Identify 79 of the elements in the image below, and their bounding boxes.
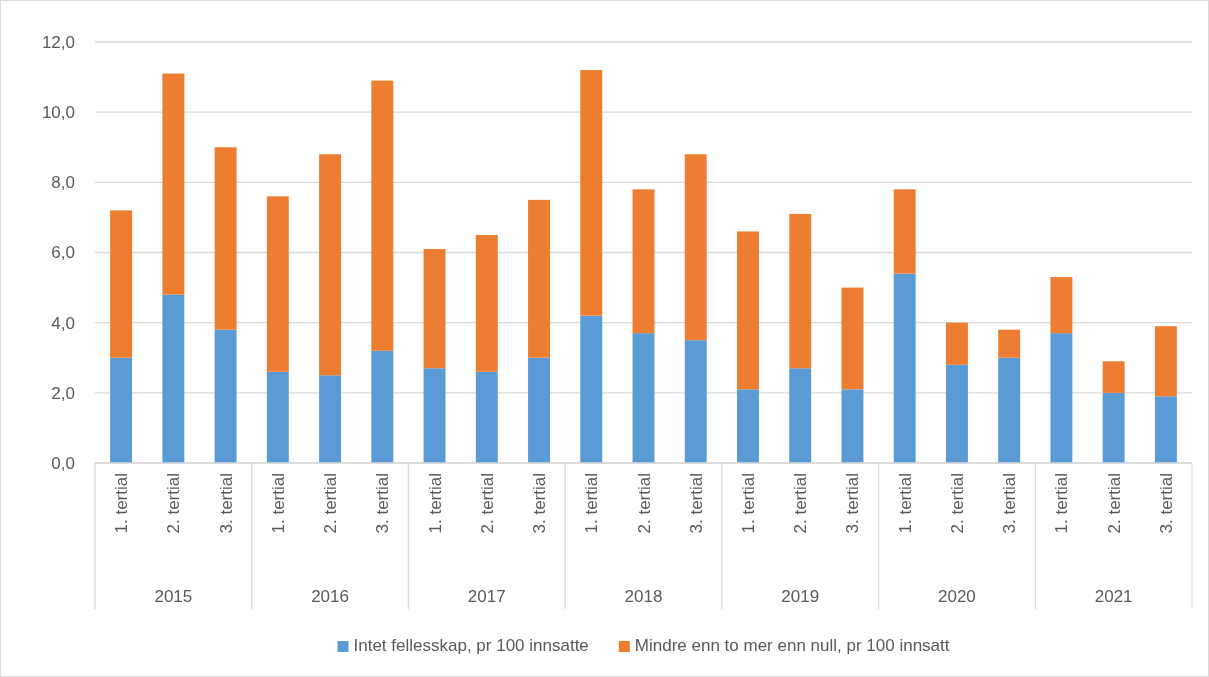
bar [110, 357, 133, 463]
x-tick-label: 1. tertial [895, 473, 915, 534]
text: 2020 [938, 587, 976, 606]
text: 2018 [624, 587, 663, 606]
bar [528, 357, 550, 463]
bar [266, 196, 289, 372]
bar [789, 368, 812, 463]
bar [423, 248, 446, 369]
x-tick-label: 2. tertial [477, 473, 497, 534]
bar [110, 210, 133, 358]
y-tick-label: 12,0 [41, 32, 75, 52]
bar [684, 154, 707, 341]
bar [1050, 277, 1073, 334]
bar [632, 333, 655, 463]
bar [475, 371, 498, 463]
bar [945, 322, 968, 365]
text: 2016 [311, 587, 349, 606]
bar [1154, 396, 1177, 463]
x-tick-label: 3. tertial [530, 473, 550, 534]
bar [841, 287, 864, 390]
bar [789, 213, 812, 369]
bar [266, 371, 289, 463]
bar [945, 364, 968, 463]
bar [319, 154, 342, 376]
x-tick-label: 1. tertial [582, 473, 602, 534]
y-tick-label: 0,0 [51, 453, 75, 473]
x-tick-label: 2. tertial [634, 473, 654, 534]
bar [737, 231, 759, 390]
bar [475, 234, 498, 372]
x-tick-label: 2. tertial [1104, 473, 1124, 534]
bar [580, 315, 603, 463]
bar [1154, 326, 1177, 397]
bar [162, 73, 185, 295]
bar [371, 80, 394, 351]
bar [423, 368, 446, 463]
text: 2019 [781, 587, 820, 606]
x-tick-label: 2. tertial [321, 473, 341, 534]
x-tick-label: 2. tertial [164, 473, 184, 534]
x-tick-label: 3. tertial [216, 473, 236, 534]
bar [1102, 392, 1125, 463]
bar [893, 189, 916, 274]
bar [319, 375, 342, 463]
x-tick-label: 3. tertial [686, 473, 706, 534]
bar [893, 273, 916, 463]
x-tick-label: 1. tertial [112, 473, 132, 534]
legend-label: Mindre enn to mer enn null, pr 100 innsatt [634, 636, 950, 655]
text: 2015 [154, 587, 193, 606]
y-tick-label: 4,0 [51, 313, 75, 333]
x-tick-label: 2. tertial [947, 473, 967, 534]
bar [580, 70, 603, 316]
x-tick-label: 1. tertial [268, 473, 288, 534]
y-tick-label: 2,0 [51, 383, 75, 403]
x-tick-label: 2. tertial [791, 473, 811, 534]
y-tick-label: 10,0 [41, 103, 75, 123]
bar [371, 350, 394, 463]
bar [737, 389, 759, 463]
text: 2021 [1094, 587, 1133, 606]
y-tick-label: 8,0 [51, 173, 75, 193]
bar [162, 294, 185, 463]
bar [214, 329, 237, 463]
bar [1050, 333, 1073, 463]
legend-label: Intet fellesskap, pr 100 innsatte [353, 636, 589, 655]
y-tick-label: 6,0 [51, 243, 75, 263]
x-tick-label: 1. tertial [425, 473, 445, 534]
x-tick-label: 3. tertial [1156, 473, 1176, 534]
bar [528, 199, 550, 358]
x-tick-label: 1. tertial [1052, 473, 1072, 534]
x-tick-label: 3. tertial [843, 473, 863, 534]
bar [684, 340, 707, 463]
bar [841, 389, 864, 463]
x-tick-label: 3. tertial [373, 473, 393, 534]
x-tick-label: 1. tertial [738, 473, 758, 534]
bar [214, 147, 237, 330]
bar [632, 189, 655, 334]
x-tick-label: 3. tertial [1000, 473, 1020, 534]
text: 2017 [467, 587, 506, 606]
bar [1102, 361, 1125, 393]
bar [998, 329, 1021, 358]
bar [998, 357, 1021, 463]
